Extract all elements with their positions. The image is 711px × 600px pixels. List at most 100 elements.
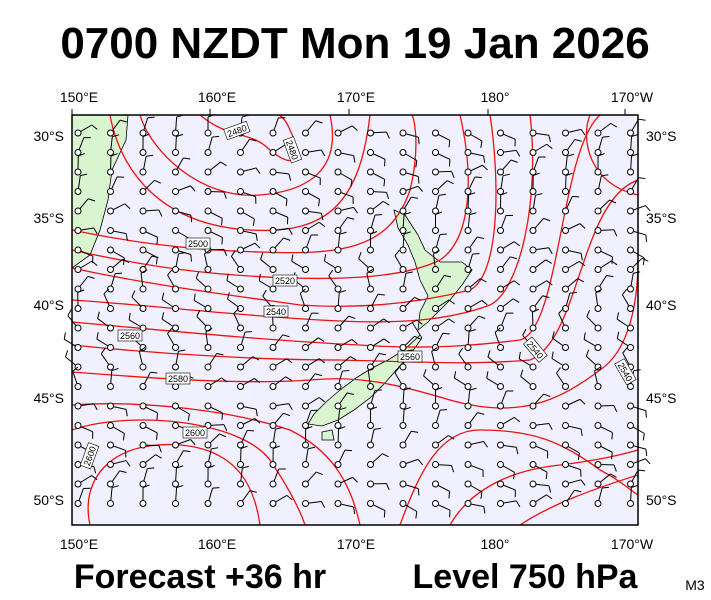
contour (71, 114, 497, 307)
station (237, 227, 244, 234)
station (562, 285, 569, 293)
contour-label-text: 2600 (185, 428, 205, 438)
axis-labels: 150°E 150°E 160°E 160°E 170°E 170°E 180° 180° 17… (33, 89, 676, 552)
station (529, 285, 537, 293)
contour-label-box (223, 120, 251, 141)
barb-flag (275, 427, 283, 430)
station (594, 500, 602, 507)
station (432, 480, 439, 488)
barb-flag (374, 214, 382, 216)
barb-flag (450, 465, 455, 473)
barb-flag (556, 367, 561, 374)
station (74, 305, 82, 312)
barb-flag (233, 308, 240, 314)
station (497, 480, 504, 488)
barb-flag (458, 347, 463, 355)
station (302, 129, 309, 137)
station (269, 285, 277, 293)
station (464, 246, 472, 254)
contour-label-box (272, 274, 298, 287)
contour (109, 114, 371, 232)
barb-flag (633, 271, 641, 274)
barb-flag (477, 412, 485, 415)
station (399, 227, 407, 234)
station (497, 344, 504, 351)
station (562, 188, 569, 195)
barb-flag (513, 241, 521, 247)
barb-flag (125, 233, 128, 241)
barb-flag (212, 487, 220, 489)
contour-label-box (117, 329, 143, 342)
barb-flag (176, 465, 184, 469)
station (237, 149, 244, 156)
barb-flag (155, 257, 158, 265)
station (204, 363, 212, 371)
station (172, 500, 179, 507)
station (74, 188, 82, 195)
barb-flag (93, 227, 98, 235)
barb-flag (178, 349, 186, 352)
station (432, 461, 439, 468)
lon-label-bottom: 180° (481, 536, 510, 552)
barb-flag (315, 471, 323, 476)
station (497, 129, 504, 137)
station (464, 324, 472, 332)
station (204, 344, 212, 351)
station (562, 305, 569, 312)
station (107, 188, 114, 195)
station (497, 422, 504, 429)
barb-flag (483, 441, 488, 448)
barb-flag (80, 173, 88, 177)
station (562, 227, 569, 234)
station (107, 383, 114, 390)
station (432, 168, 439, 176)
station (269, 363, 277, 371)
station (529, 149, 537, 156)
station (139, 246, 147, 254)
station (107, 285, 114, 293)
station (204, 285, 212, 293)
barb-flag (339, 407, 347, 411)
station (237, 500, 244, 507)
barb-flag (288, 173, 292, 181)
station (464, 285, 472, 293)
station (627, 149, 634, 156)
barb-flag (155, 432, 158, 440)
barb-flag (394, 366, 400, 374)
station (627, 207, 634, 215)
barb-flag (613, 464, 617, 472)
barb-flag (305, 426, 313, 430)
lat-label-left: 35°S (33, 210, 64, 226)
barb-flag (414, 296, 422, 301)
station (302, 305, 309, 312)
station (399, 324, 407, 332)
barb-flag (633, 369, 641, 372)
barb-flag (220, 161, 227, 167)
contour-label: 2600 (182, 426, 208, 439)
barb-flag (574, 489, 582, 493)
barb-flag (258, 273, 261, 281)
station (139, 227, 147, 234)
barb-flag (347, 217, 355, 220)
station (432, 441, 439, 449)
station (464, 441, 472, 449)
barb-flag (72, 366, 79, 372)
barb-flag (155, 454, 162, 459)
station (432, 344, 439, 351)
barb-flag (115, 272, 123, 275)
barb-flag (433, 249, 440, 255)
station (74, 266, 82, 273)
station (497, 402, 504, 410)
station (107, 461, 114, 468)
station (74, 246, 82, 254)
station (302, 168, 309, 176)
station (367, 207, 374, 215)
station (432, 227, 439, 234)
barb-flag (574, 139, 582, 142)
contour-label: 2500 (185, 237, 211, 250)
station (269, 207, 277, 215)
station (464, 188, 472, 195)
station (107, 324, 114, 332)
station (139, 149, 147, 156)
barb-flag (448, 318, 455, 324)
